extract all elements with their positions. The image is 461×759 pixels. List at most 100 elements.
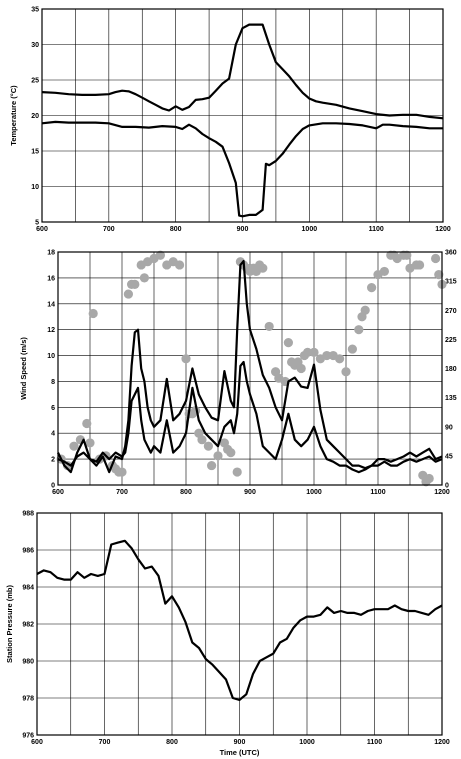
wind-speed-y-tick-label: 14 <box>47 301 55 308</box>
wind-speed-direction-point <box>354 325 364 335</box>
wind-speed-direction-point <box>155 250 165 260</box>
station-pressure-x-tick-label: 600 <box>31 739 43 746</box>
temperature-panel: 600 700 800 900 1000 1100 1200 5 10 15 20 25 30 35 Tem… <box>9 7 451 234</box>
temperature-series-line-2 <box>41 120 443 218</box>
wind-speed-direction-point <box>226 448 236 458</box>
wind-speed-direction-point <box>197 435 207 445</box>
station-pressure-y-tick-label: 988 <box>22 511 34 518</box>
wind-speed-y2-tick-label: 315 <box>445 279 457 286</box>
wind-speed-y2-tick-label: 135 <box>445 395 457 402</box>
wind-speed-x-tick-label: 1000 <box>306 489 322 496</box>
wind-speed-direction-point <box>402 250 412 260</box>
wind-speed-direction-point <box>360 305 370 315</box>
wind-speed-y2-tick-label: 225 <box>445 337 457 344</box>
wind-speed-direction-point <box>207 460 217 471</box>
wind-speed-y-tick-label: 4 <box>51 431 55 438</box>
wind-speed-direction-point <box>424 473 434 484</box>
wind-speed-series-line-2 <box>57 360 443 474</box>
temperature-y-tick-label: 25 <box>31 78 39 85</box>
wind-speed-direction-point <box>85 438 95 448</box>
temperature-x-tick-label: 600 <box>36 226 48 233</box>
temperature-series-line-1 <box>41 23 444 120</box>
temperature-plot-frame <box>41 8 444 223</box>
station-pressure-y-tick-label: 980 <box>22 659 34 666</box>
wind-speed-direction-point <box>232 467 242 477</box>
wind-speed-direction-point <box>434 270 444 280</box>
wind-speed-direction-point <box>181 354 191 364</box>
wind-speed-y-tick-label: 12 <box>47 327 55 334</box>
wind-speed-direction-point <box>322 350 332 361</box>
wind-speed-direction-point <box>379 266 389 277</box>
wind-speed-x-tick-label: 1100 <box>370 489 385 496</box>
wind-speed-direction-point <box>347 344 357 354</box>
wind-speed-x-tick-label: 800 <box>180 489 192 496</box>
station-pressure-series-line-1 <box>36 539 443 701</box>
temperature-x-tick-label: 900 <box>237 226 249 233</box>
wind-speed-y-axis-label: Wind Speed (m/s) <box>19 337 28 400</box>
temperature-y-tick-label: 10 <box>31 184 39 191</box>
wind-speed-y-tick-label: 8 <box>51 379 55 386</box>
wind-speed-direction-point <box>130 279 140 289</box>
wind-speed-y-tick-label: 18 <box>47 250 55 257</box>
wind-speed-direction-point <box>341 367 351 377</box>
station-pressure-x-tick-label: 1000 <box>299 739 315 746</box>
station-pressure-x-tick-label: 900 <box>234 739 246 746</box>
wind-speed-y-tick-label: 0 <box>51 483 55 490</box>
station-pressure-plot-frame <box>36 512 443 736</box>
temperature-x-tick-label: 1100 <box>369 226 384 233</box>
wind-speed-direction-point <box>82 418 92 429</box>
station-pressure-y-tick-label: 976 <box>22 733 34 740</box>
station-pressure-y-tick-label: 978 <box>22 696 34 703</box>
wind-speed-x-tick-label: 700 <box>116 489 128 496</box>
wind-speed-y-tick-label: 16 <box>47 275 55 282</box>
wind-speed-direction-point <box>258 263 268 273</box>
wind-speed-x-tick-label: 1200 <box>434 489 450 496</box>
temperature-y-tick-label: 35 <box>31 7 39 14</box>
station-pressure-y-tick-label: 986 <box>22 548 34 555</box>
station-pressure-y-axis-label: Station Pressure (mb) <box>5 585 14 663</box>
station-pressure-x-tick-label: 800 <box>166 739 178 746</box>
temperature-y-tick-label: 5 <box>35 220 39 227</box>
wind-speed-direction-point <box>309 347 319 357</box>
wind-speed-direction-point <box>213 451 223 461</box>
temperature-y-tick-label: 15 <box>31 149 39 156</box>
wind-speed-y2-tick-label: 90 <box>445 424 453 431</box>
wind-speed-direction-point <box>123 289 133 299</box>
wind-speed-y-tick-label: 10 <box>47 353 55 360</box>
temperature-y-tick-label: 30 <box>31 42 39 49</box>
station-pressure-y-tick-label: 984 <box>22 585 34 592</box>
wind-speed-y2-tick-label: 0 <box>445 483 449 490</box>
station-pressure-x-tick-label: 1100 <box>367 739 382 746</box>
wind-speed-y-tick-label: 6 <box>51 405 55 412</box>
wind-speed-direction-point <box>415 260 425 270</box>
wind-speed-direction-point <box>203 441 213 451</box>
temperature-y-tick-label: 20 <box>31 113 39 120</box>
station-pressure-panel: 600 700 800 900 1000 1100 1200 976 978 980 982 984 9… <box>5 511 450 758</box>
temperature-x-tick-label: 800 <box>170 226 182 233</box>
wind-speed-direction-point <box>175 260 185 270</box>
wind-speed-direction-point <box>296 363 306 374</box>
wind-speed-panel: 600 700 800 900 1000 1100 12000246810121416180… <box>19 250 457 497</box>
station-pressure-x-axis-label: Time (UTC) <box>220 748 260 757</box>
temperature-y-axis-label: Temperature (°C) <box>9 85 18 146</box>
station-pressure-y-tick-label: 982 <box>22 622 34 629</box>
station-pressure-x-tick-label: 1200 <box>434 739 450 746</box>
temperature-x-tick-label: 700 <box>103 226 115 233</box>
wind-speed-direction-point <box>88 308 98 319</box>
wind-speed-direction-point <box>431 253 441 264</box>
wind-speed-direction-point <box>303 347 313 357</box>
wind-speed-direction-point <box>69 441 79 451</box>
wind-speed-direction-point <box>335 354 345 364</box>
wind-speed-y2-tick-label: 180 <box>445 366 457 373</box>
temperature-x-tick-label: 1200 <box>435 226 451 233</box>
wind-speed-direction-point <box>283 338 293 348</box>
wind-speed-direction-point <box>117 467 127 477</box>
wind-speed-y-tick-label: 2 <box>51 457 55 464</box>
wind-speed-y2-tick-label: 360 <box>445 250 457 257</box>
wind-speed-plot-frame <box>57 251 443 486</box>
wind-speed-direction-point <box>264 321 274 332</box>
wind-speed-y2-tick-label: 270 <box>445 308 457 315</box>
wind-speed-direction-point <box>367 282 377 293</box>
temperature-x-tick-label: 1000 <box>302 226 318 233</box>
